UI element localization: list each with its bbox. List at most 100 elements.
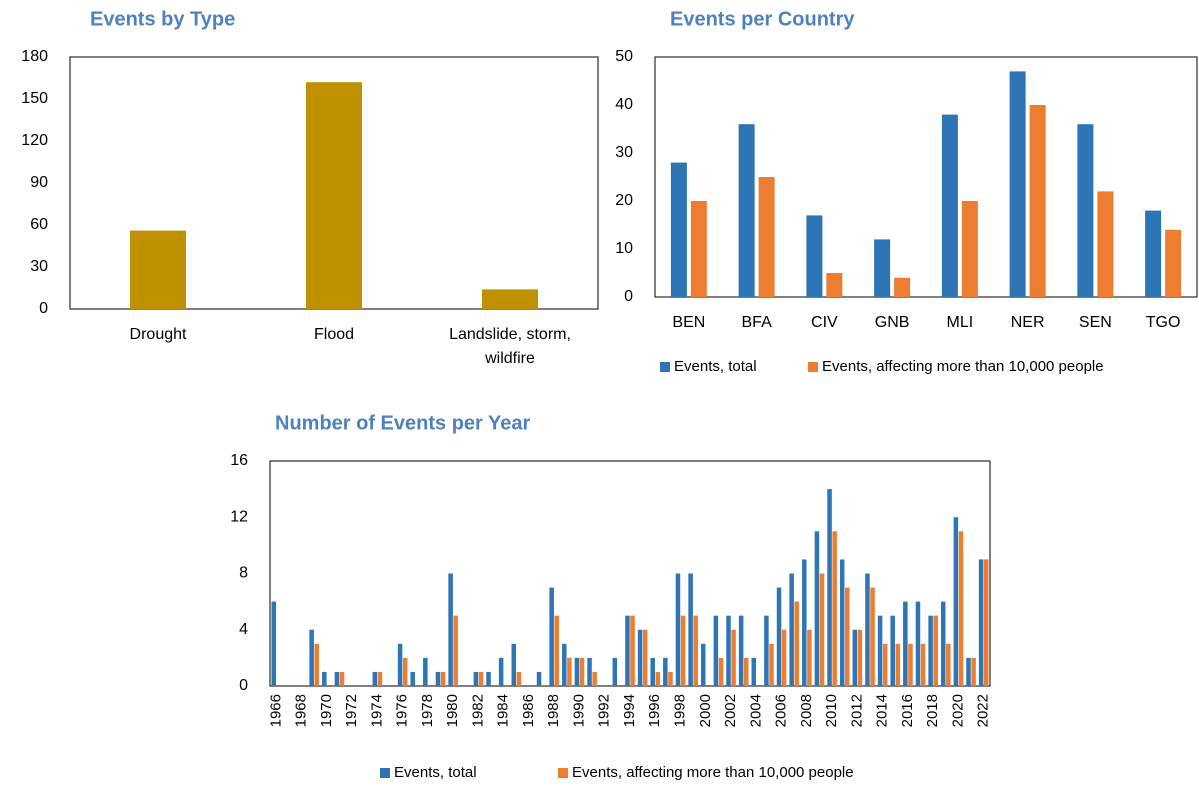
bar: [882, 643, 888, 686]
bar: [958, 531, 964, 686]
bar: [536, 671, 542, 686]
bar: [738, 615, 744, 686]
bar: [612, 657, 618, 686]
bar: [920, 643, 926, 686]
plot-frame: [269, 460, 991, 687]
legend-swatch: [660, 362, 670, 372]
bar: [448, 573, 453, 686]
x-tick-label: TGO: [1145, 314, 1181, 331]
bar: [700, 643, 706, 686]
x-tick-label: BEN: [672, 314, 706, 331]
bar: [903, 601, 908, 686]
y-tick-label: 120: [21, 132, 48, 149]
x-tick-label: 2008: [798, 694, 815, 727]
x-tick-label-box: Landslide, storm, wildfire: [449, 326, 571, 367]
bar: [832, 531, 837, 686]
bar: [908, 643, 913, 686]
x-tick-label: 2022: [975, 694, 992, 727]
bar: [579, 657, 585, 686]
x-tick-label-box: MLI: [947, 314, 974, 331]
x-tick-label: 1968: [293, 694, 310, 727]
bar: [845, 587, 850, 686]
y-tick-label: 30: [615, 144, 633, 161]
x-tick-label: 2020: [949, 694, 966, 727]
x-tick-label-box: TGO: [1145, 314, 1181, 331]
x-tick-label: 1996: [646, 694, 663, 727]
bar: [928, 615, 933, 686]
x-tick-label: 2014: [874, 694, 891, 727]
bar: [693, 615, 698, 686]
bar: [726, 615, 731, 686]
bar: [966, 657, 971, 686]
legend-label: Events, total: [394, 764, 477, 781]
bar: [675, 573, 681, 686]
bar: [554, 615, 560, 686]
x-tick-label: 1982: [469, 694, 486, 727]
bar: [781, 629, 787, 686]
x-tick-label: 1998: [671, 694, 688, 727]
bar: [587, 657, 592, 686]
bar: [334, 671, 340, 686]
bar: [802, 559, 807, 686]
x-tick-label: 1966: [267, 694, 284, 727]
x-tick-label-box: GNB: [874, 314, 910, 331]
x-tick-label: 1990: [570, 694, 587, 727]
chart-title: Events per Country: [670, 8, 855, 30]
bar: [826, 273, 843, 297]
bar: [516, 671, 522, 686]
bar: [306, 82, 362, 309]
bar: [592, 671, 597, 686]
y-tick-label: 90: [30, 174, 48, 191]
x-tick-label: 1980: [444, 694, 461, 727]
y-tick-label: 8: [239, 565, 248, 582]
x-tick-label: 2010: [823, 694, 840, 727]
bar: [751, 657, 757, 686]
bar: [410, 671, 415, 686]
bar: [498, 657, 504, 686]
bar: [971, 657, 976, 686]
bar: [961, 201, 978, 297]
bar: [668, 671, 673, 686]
x-tick-label-box: SEN: [1078, 314, 1112, 331]
bar: [435, 671, 441, 686]
bar: [894, 277, 911, 297]
x-tick-label-box: Drought: [129, 326, 187, 343]
y-tick-label: 40: [615, 96, 633, 113]
legend-label: Events, affecting more than 10,000 peopl…: [822, 358, 1104, 375]
bar: [372, 671, 378, 686]
bar: [839, 559, 845, 686]
legend-swatch: [808, 362, 818, 372]
y-tick-label: 150: [21, 90, 48, 107]
bar: [574, 657, 580, 686]
x-tick-label: Drought: [129, 326, 187, 343]
chart-title: Events by Type: [90, 8, 235, 30]
y-tick-label: 0: [239, 677, 248, 694]
x-tick-label: 1978: [419, 694, 436, 727]
bar: [743, 657, 749, 686]
y-tick-label: 16: [230, 452, 248, 469]
x-tick-label: SEN: [1078, 314, 1112, 331]
x-tick-label: 2016: [899, 694, 916, 727]
bar: [933, 615, 938, 686]
y-tick-label: 0: [624, 288, 633, 305]
bar: [642, 629, 648, 686]
bar: [637, 629, 643, 686]
bar: [130, 230, 186, 309]
bar: [769, 643, 774, 686]
bar: [758, 177, 775, 297]
bar: [874, 239, 891, 297]
x-tick-label: 1974: [368, 694, 385, 727]
bar: [794, 601, 800, 686]
bar: [486, 671, 491, 686]
bar: [713, 615, 719, 686]
bar: [941, 114, 958, 297]
bar: [402, 657, 408, 686]
x-tick-label: GNB: [874, 314, 910, 331]
bar: [377, 671, 383, 686]
bar: [314, 643, 320, 686]
bar: [688, 573, 693, 686]
y-tick-label: 50: [615, 48, 633, 65]
legend-label: Events, affecting more than 10,000 peopl…: [572, 764, 854, 781]
x-tick-label-box: NER: [1011, 314, 1045, 331]
x-tick-label: 1992: [596, 694, 613, 727]
